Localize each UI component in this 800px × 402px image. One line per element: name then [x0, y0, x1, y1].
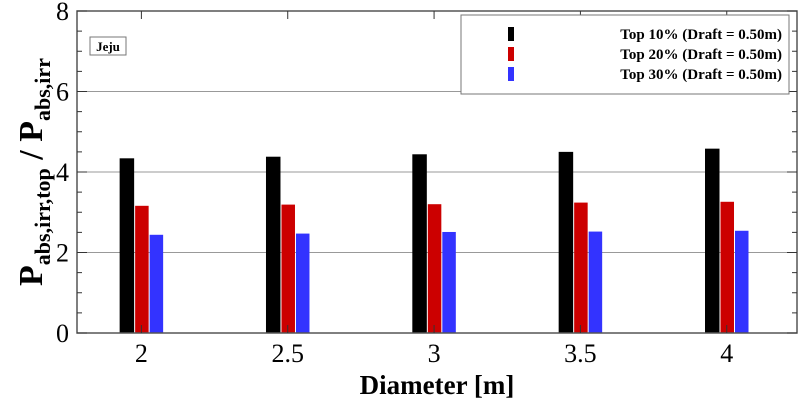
bar — [720, 201, 735, 333]
legend-swatch — [508, 67, 514, 81]
legend-swatch — [508, 27, 514, 41]
bar — [295, 233, 310, 333]
y-tick-labels: 0 2 4 6 8 — [56, 0, 69, 348]
bar — [558, 151, 574, 333]
x-tick-label: 2.5 — [271, 339, 304, 368]
bar — [135, 205, 149, 333]
x-tick-label: 2 — [135, 339, 148, 368]
bar — [442, 231, 456, 333]
bar — [412, 154, 427, 333]
legend-label: Top 30% (Draft = 0.50m) — [620, 67, 782, 83]
bar — [149, 234, 164, 333]
legend-label: Top 10% (Draft = 0.50m) — [620, 27, 782, 43]
x-axis-label: Diameter [m] — [360, 370, 515, 400]
bar — [281, 204, 295, 333]
bar — [427, 204, 442, 333]
legend-swatch — [508, 47, 514, 61]
y-tick-label: 0 — [56, 319, 69, 348]
bar — [705, 148, 720, 333]
y-tick-label: 4 — [56, 158, 69, 187]
x-tick-labels: 2 2.5 3 3.5 4 — [135, 339, 733, 368]
bar — [265, 156, 281, 333]
y-tick-label: 2 — [56, 239, 69, 268]
y-tick-label: 6 — [56, 78, 69, 107]
axis-ticks — [77, 10, 797, 334]
legend: Top 10% (Draft = 0.50m) Top 20% (Draft = … — [460, 14, 790, 95]
bar — [574, 202, 588, 333]
bar — [735, 230, 749, 333]
legend-box — [460, 14, 790, 95]
bar — [119, 158, 135, 333]
y-tick-label: 8 — [56, 0, 69, 26]
y-axis-label: Pabs,irr,top / Pabs,irr — [13, 58, 55, 286]
annotation-box — [89, 36, 127, 56]
annotation-label: Jeju — [96, 39, 120, 54]
x-tick-label: 3.5 — [564, 339, 597, 368]
legend-label: Top 20% (Draft = 0.50m) — [620, 47, 782, 63]
x-tick-label: 3 — [428, 339, 441, 368]
bars — [119, 148, 749, 333]
x-tick-label: 4 — [720, 339, 733, 368]
bar — [588, 231, 603, 333]
